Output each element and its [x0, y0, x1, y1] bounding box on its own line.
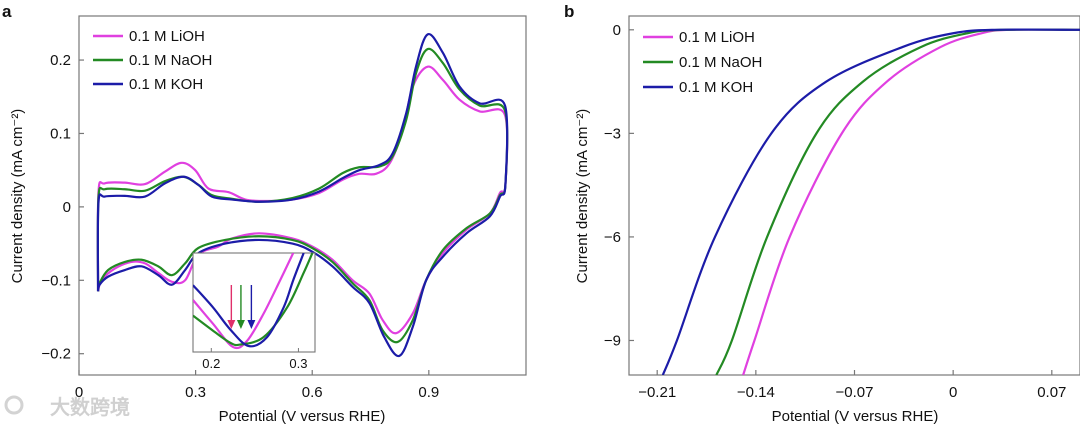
panel-a-legend: 0.1 M LiOH 0.1 M NaOH 0.1 M KOH [93, 28, 212, 93]
y-tick-label: 0 [63, 199, 71, 216]
legend-label-0-1-m-koh: 0.1 M KOH [679, 79, 753, 96]
y-tick-label: −3 [604, 125, 621, 142]
watermark-logo-icon [4, 395, 24, 415]
panel-b-lsv-plot: −0.21 −0.14 −0.07 0 0.070−3−6−9 0.1 M LiOH0.… [574, 15, 1080, 425]
inset-line-0-1-m-koh [193, 253, 305, 348]
x-tick-label: −0.07 [836, 384, 874, 401]
series-line-0-1-m-lioh [742, 28, 1080, 375]
inset-arrow-head-icon [236, 320, 245, 329]
y-tick-label: −9 [604, 332, 621, 349]
panel-a-y-axis-title: Current density (mA cm⁻²) [9, 109, 26, 284]
inset-frame [192, 252, 316, 353]
legend-label-0-1-m-naoh: 0.1 M NaOH [679, 54, 762, 71]
y-tick-label: 0.2 [50, 52, 71, 69]
panel-a-inset: 0.2 0.3 [192, 252, 316, 371]
legend-label-0-1-m-koh: 0.1 M KOH [129, 76, 203, 93]
y-tick-label: −0.1 [41, 272, 71, 289]
y-tick-label: −0.2 [41, 346, 71, 363]
y-tick-label: 0 [613, 22, 621, 39]
panel-a-x-axis-title: Potential (V versus RHE) [219, 408, 386, 425]
inset-arrow-head-icon [227, 320, 236, 329]
x-tick-label: 0 [949, 384, 957, 401]
x-tick-label: −0.21 [638, 384, 676, 401]
watermark: 大数跨境 [4, 395, 130, 419]
panel-b-legend: 0.1 M LiOH 0.1 M NaOH 0.1 M KOH [643, 29, 762, 96]
inset-line-0-1-m-naoh [193, 253, 314, 347]
x-tick-label: 0.3 [185, 384, 206, 401]
x-tick-label: 0.07 [1037, 384, 1066, 401]
panel-label-a: a [2, 2, 12, 21]
legend-label-0-1-m-naoh: 0.1 M NaOH [129, 52, 212, 69]
y-tick-label: −6 [604, 229, 621, 246]
panel-a-cv-plot: 0 0.3 0.6 0.9 −0.2 −0.1 0 0.1 0.2 0.2 0.3 0.1 M L… [9, 15, 527, 425]
x-tick-label: 0.6 [302, 384, 323, 401]
x-tick-label: 0.9 [418, 384, 439, 401]
panel-b-y-axis-title: Current density (mA cm⁻²) [574, 109, 591, 284]
panel-b-x-axis-title: Potential (V versus RHE) [772, 408, 939, 425]
y-tick-label: 0.1 [50, 125, 71, 142]
inset-arrow-head-icon [247, 320, 256, 329]
inset-line-0-1-m-lioh [193, 253, 295, 350]
legend-label-0-1-m-lioh: 0.1 M LiOH [129, 28, 205, 45]
legend-label-0-1-m-lioh: 0.1 M LiOH [679, 29, 755, 46]
panel-label-b: b [564, 2, 574, 21]
panel-a-axes-frame [78, 15, 527, 376]
x-tick-label: −0.14 [737, 384, 775, 401]
inset-x-tick-label: 0.2 [202, 356, 220, 371]
series-line-0-1-m-naoh [715, 28, 1080, 375]
x-tick-label: 0 [75, 384, 83, 401]
series-line-0-1-m-koh [661, 28, 1080, 375]
watermark-text: 大数跨境 [50, 395, 130, 419]
inset-x-tick-label: 0.3 [289, 356, 307, 371]
